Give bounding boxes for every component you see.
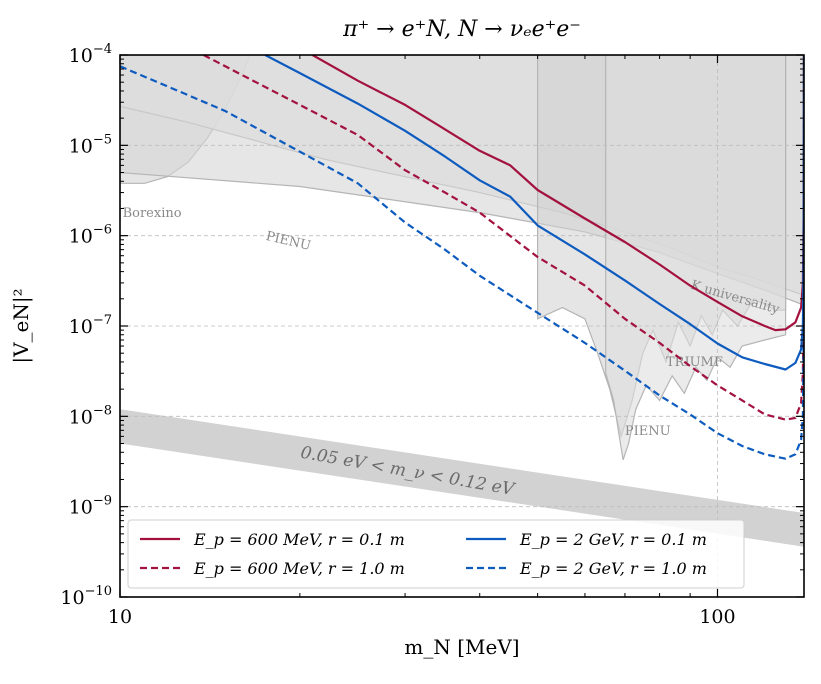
annotation-label: PIENU (625, 424, 671, 439)
y-tick-label: 10−9 (69, 494, 112, 519)
series-line (120, 55, 804, 460)
y-tick-label: 10−4 (69, 42, 112, 67)
y-tick-label: 10−10 (60, 584, 112, 609)
annotation-label: Borexino (123, 206, 182, 221)
legend-label: E_p = 2 GeV, r = 0.1 m (519, 530, 707, 549)
legend-box (127, 519, 745, 589)
y-tick-label: 10−7 (69, 313, 112, 338)
y-axis-label: |V_eN|² (9, 288, 34, 363)
y-tick-label: 10−6 (69, 223, 112, 248)
series-line (264, 55, 804, 371)
x-axis-label: m_N [MeV] (404, 635, 519, 659)
axes: 10 100 10−4 10−5 10−6 10−7 10−8 10−9 10−10 (60, 42, 805, 628)
series-line (203, 55, 804, 421)
data-series (120, 55, 804, 460)
constraint-region (120, 409, 804, 547)
x-tick-label: 100 (699, 606, 735, 628)
legend-label: E_p = 600 MeV, r = 1.0 m (193, 559, 405, 578)
annotation-label: PIENU (264, 229, 312, 254)
series-line (311, 55, 804, 332)
legend-label: E_p = 2 GeV, r = 1.0 m (519, 559, 707, 578)
legend-label: E_p = 600 MeV, r = 0.1 m (193, 530, 405, 549)
legend: E_p = 600 MeV, r = 0.1 m E_p = 600 MeV, r… (127, 519, 745, 589)
grid (120, 55, 804, 597)
chart-title: π⁺ → e⁺N, N → νₑe⁺e⁻ (342, 17, 581, 42)
constraint-region (605, 55, 787, 460)
x-tick-label: 10 (108, 606, 132, 628)
constraint-regions (120, 55, 804, 547)
y-tick-label: 10−5 (69, 132, 112, 157)
y-tick-label: 10−8 (69, 403, 112, 428)
